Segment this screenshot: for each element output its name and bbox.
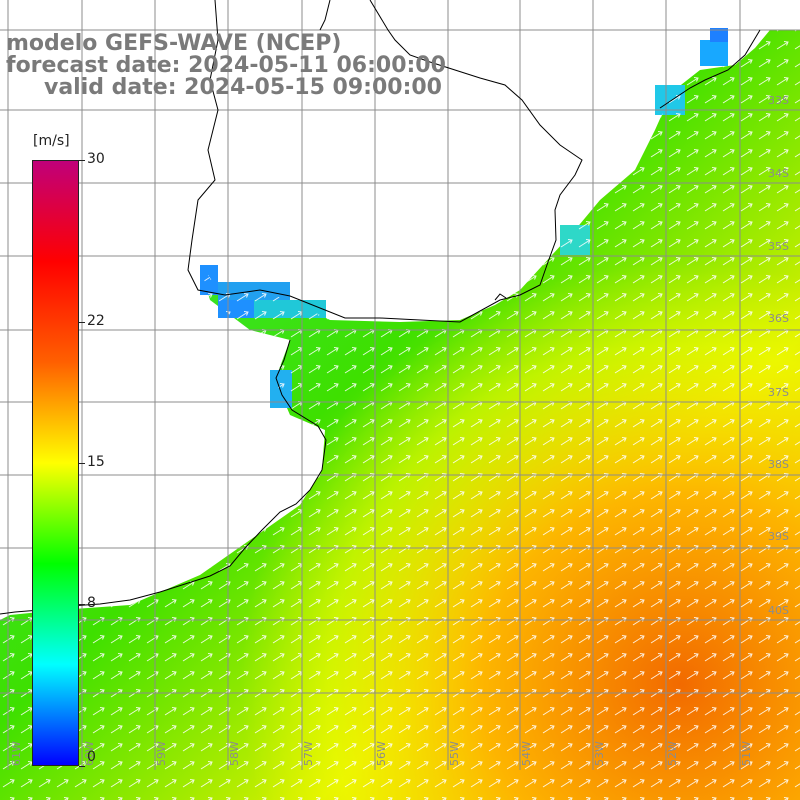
lat-lon-grid: [0, 0, 800, 770]
colorbar-tick-label: 30: [87, 151, 105, 167]
lon-label: 51W: [740, 741, 753, 766]
lat-label: 39S: [768, 530, 789, 543]
colorbar-unit-label: [m/s]: [33, 133, 70, 149]
lat-label: 38S: [768, 458, 789, 471]
colorbar-tick-mark: [79, 604, 85, 606]
colorbar-tick-mark: [79, 463, 85, 464]
forecast-date: forecast date: 2024-05-11 06:00:00: [6, 53, 446, 78]
lon-label: 59W: [155, 741, 168, 766]
colorbar-tick-label: 22: [87, 312, 105, 329]
lat-label: 36S: [768, 312, 789, 325]
lat-label: 37S: [768, 386, 789, 399]
lat-label: 40S: [768, 604, 789, 617]
lon-label: 54W: [520, 741, 533, 766]
lat-label: 33S: [768, 94, 789, 107]
colorbar-tick-label: 15: [87, 454, 105, 470]
longitude-labels: 61W 60W 59W 58W 57W 56W 55W 54W 53W 52W 51W: [10, 741, 753, 766]
model-title: modelo GEFS-WAVE (NCEP): [6, 31, 342, 56]
coastline: [0, 0, 761, 615]
lon-label: 55W: [448, 741, 461, 766]
colorbar-tick-mark: [79, 160, 85, 161]
lat-label: 35S: [768, 240, 789, 253]
lon-label: 56W: [375, 741, 388, 766]
lat-label: 34S: [768, 167, 789, 180]
sea-field: [0, 28, 800, 800]
colorbar-tick-label: 8: [87, 595, 96, 612]
colorbar-tick-mark: [79, 321, 85, 323]
lon-label: 57W: [302, 741, 315, 766]
lon-label: 58W: [228, 741, 241, 766]
valid-date: valid date: 2024-05-15 09:00:00: [44, 75, 442, 100]
colorbar-tick-mark: [79, 766, 85, 767]
lon-label: 52W: [666, 741, 679, 766]
lon-label: 61W: [10, 741, 23, 766]
colorbar: [32, 160, 79, 766]
lon-label: 53W: [593, 741, 606, 766]
latitude-labels: 33S 34S 35S 36S 37S 38S 39S 40S: [768, 94, 789, 617]
colorbar-tick-label: 0: [87, 749, 96, 765]
lon-label: 60W: [83, 741, 96, 766]
